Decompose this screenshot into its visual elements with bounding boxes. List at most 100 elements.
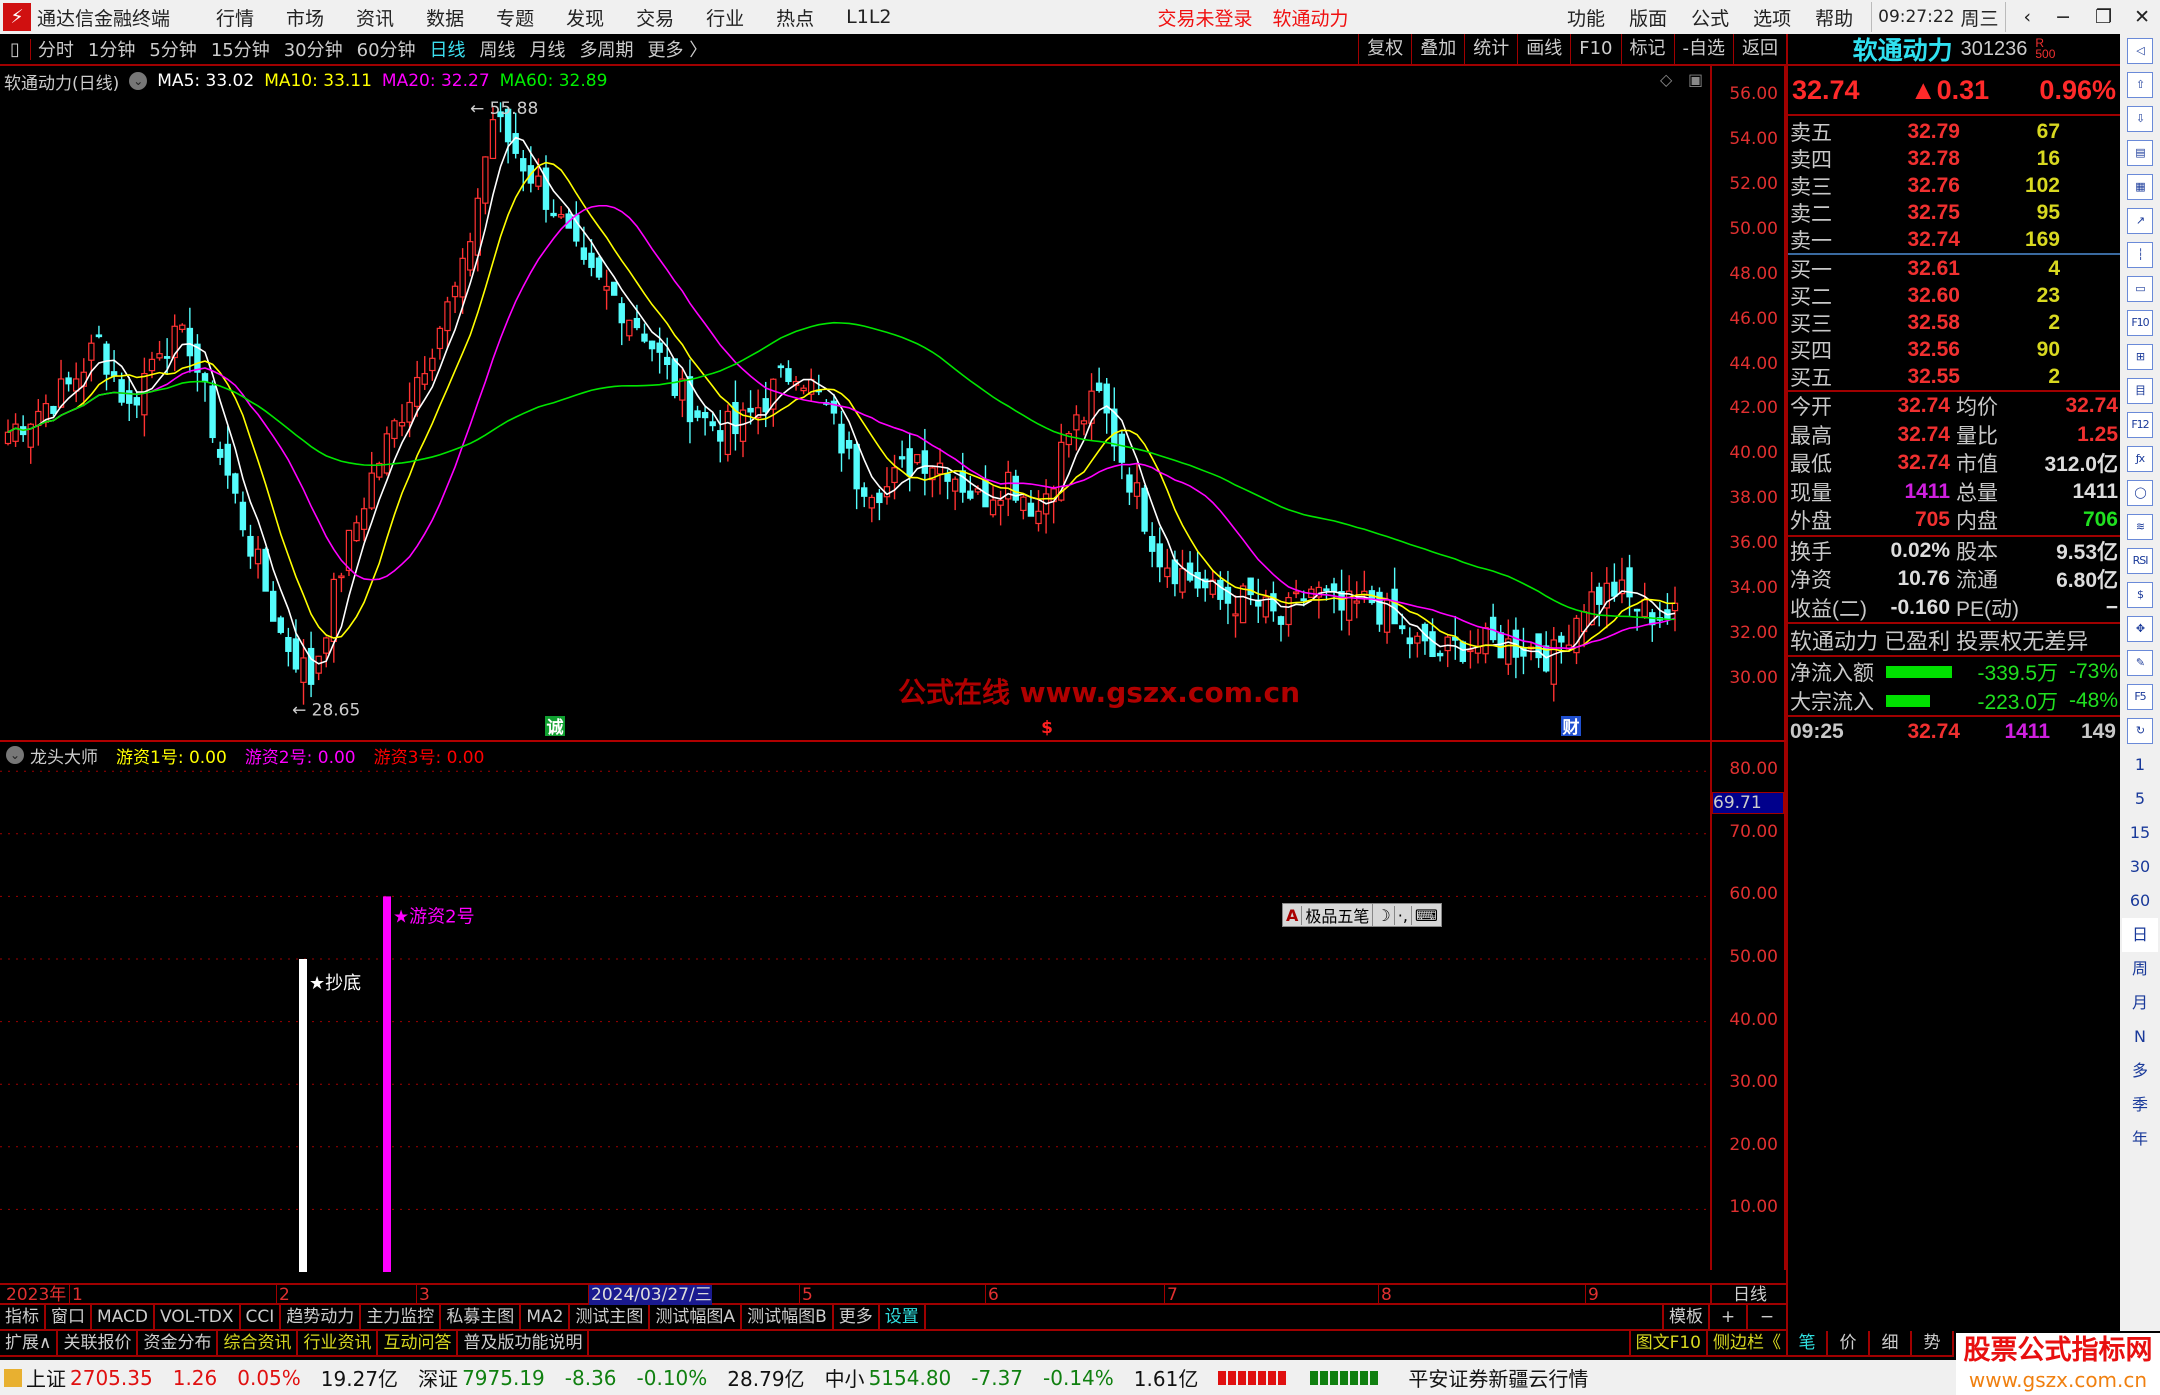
period-shortcut[interactable]: 月 [2131,993,2148,1012]
f5-icon[interactable]: F5 [2127,684,2153,710]
tab-window[interactable]: 窗口 [46,1305,92,1329]
candlestick-chart[interactable]: ← 55.88 ← 28.65 公式在线 www.gszx.com.cn 诚 $ 财 [0,66,1710,740]
period-tab-active[interactable]: 日线 [429,40,466,61]
period-shortcut[interactable]: 季 [2131,1095,2148,1114]
notes-icon[interactable]: 目 [2127,378,2153,404]
period-tab[interactable]: 60分钟 [356,40,416,61]
period-shortcut[interactable]: 15 [2129,823,2151,842]
back-icon[interactable]: ‹ [2023,6,2032,28]
down-icon[interactable]: ⇩ [2127,106,2153,132]
period-tab[interactable]: 周线 [479,40,516,61]
refresh-icon[interactable]: ↻ [2127,718,2153,744]
f12-icon[interactable]: F12 [2127,412,2153,438]
status-icon[interactable] [4,1368,22,1387]
tab-qa[interactable]: 互动问答 [378,1331,459,1355]
menu-function[interactable]: 功能 [1567,7,1606,30]
menu-item[interactable]: 行情 [216,7,255,30]
panel-toggle-icon[interactable]: ▯ [0,38,31,60]
tab-main-monitor[interactable]: 主力监控 [361,1305,442,1329]
tab-news[interactable]: 综合资讯 [218,1331,299,1355]
candlestick-icon[interactable]: ┆ [2127,242,2153,268]
menu-layout[interactable]: 版面 [1629,7,1668,30]
ime-name[interactable]: 极品五笔 [1302,903,1374,927]
period-shortcut[interactable]: 日 [2122,918,2158,952]
punctuation-icon[interactable]: ·, [1395,905,1412,925]
tab-macd[interactable]: MACD [92,1305,155,1329]
sz-name[interactable]: 深证 [418,1367,459,1391]
move-icon[interactable]: ✥ [2127,616,2153,642]
period-shortcut[interactable]: 多 [2131,1061,2148,1080]
tab-cci[interactable]: CCI [241,1305,282,1329]
wave-icon[interactable]: ≋ [2127,514,2153,540]
tab-trend[interactable]: 趋势动力 [281,1305,362,1329]
tab-detail[interactable]: 细 [1870,1331,1912,1355]
money-icon[interactable]: $ [2127,582,2153,608]
pencil-icon[interactable]: ✎ [2127,650,2153,676]
tab-ma2[interactable]: MA2 [521,1305,571,1329]
tab-test-a[interactable]: 测试幅图A [650,1305,743,1329]
circle-icon[interactable]: ◯ [2127,480,2153,506]
rsi-icon[interactable]: RSI [2127,548,2153,574]
add-button[interactable]: + [1710,1305,1748,1329]
ime-mode-icon[interactable]: A [1283,905,1303,925]
close-icon[interactable]: ✕ [2134,6,2150,28]
minimize-icon[interactable]: − [2055,6,2072,28]
menu-item[interactable]: 行业 [706,7,745,30]
indicator-chart[interactable]: ★抄底 ★游资2号 [0,742,1710,1283]
keyboard-icon[interactable]: ⌨ [1414,905,1439,925]
tab-settings[interactable]: 设置 [880,1305,926,1329]
period-more[interactable]: 更多 〉 [647,40,708,61]
menu-options[interactable]: 选项 [1753,7,1792,30]
sidebar-toggle[interactable]: 侧边栏《 [1713,1333,1781,1353]
window-icon[interactable]: ▭ [2127,276,2153,302]
f10-icon[interactable]: F10 [2127,310,2153,336]
server-name[interactable]: 平安证券新疆云行情 [1408,1367,1589,1391]
diamond-icon[interactable]: ◇ [1660,70,1673,89]
report-icon[interactable]: ▤ [2127,140,2153,166]
period-tab[interactable]: 月线 [529,40,566,61]
tab-test-b[interactable]: 测试幅图B [742,1305,834,1329]
menu-item[interactable]: 市场 [286,7,325,30]
draw-button[interactable]: 画线 [1517,34,1570,64]
tab-expand[interactable]: 扩展∧ [0,1331,59,1355]
period-tab[interactable]: 多周期 [579,40,634,61]
tab-industry-news[interactable]: 行业资讯 [298,1331,379,1355]
tab-price[interactable]: 价 [1828,1331,1870,1355]
period-shortcut[interactable]: 5 [2134,789,2146,808]
f10-graphic-button[interactable]: 图文F10 [1628,1331,1708,1355]
tab-help[interactable]: 普及版功能说明 [458,1331,590,1355]
period-shortcut[interactable]: 30 [2129,857,2151,876]
period-tab[interactable]: 5分钟 [149,40,197,61]
stats-button[interactable]: 统计 [1464,34,1517,64]
menu-help[interactable]: 帮助 [1815,7,1854,30]
period-shortcut[interactable]: 60 [2129,891,2151,910]
back-icon[interactable]: ◁ [2127,38,2153,64]
tab-indicator[interactable]: 指标 [0,1305,46,1329]
period-tab[interactable]: 15分钟 [210,40,270,61]
tab-trend[interactable]: 势 [1912,1331,1954,1355]
tab-test-main[interactable]: 测试主图 [570,1305,651,1329]
moon-icon[interactable]: ☽ [1373,905,1395,925]
formula-icon[interactable]: ƒx [2127,446,2153,472]
window-toggle-icon[interactable]: ▣ [1688,70,1704,89]
tree-icon[interactable]: ⊞ [2127,344,2153,370]
tab-private-main[interactable]: 私募主图 [441,1305,522,1329]
f10-button[interactable]: F10 [1570,34,1620,64]
watchlist-button[interactable]: -自选 [1673,34,1734,64]
ime-toolbar[interactable]: A 极品五笔 ☽ ·, ⌨ [1282,903,1443,927]
return-button[interactable]: 返回 [1733,34,1786,64]
menu-item[interactable]: 发现 [566,7,605,30]
period-tab[interactable]: 分时 [37,40,74,61]
period-tab[interactable]: 30分钟 [283,40,343,61]
menu-item[interactable]: 资讯 [356,7,395,30]
menu-item[interactable]: 数据 [426,7,465,30]
tab-related-quotes[interactable]: 关联报价 [58,1331,139,1355]
login-status[interactable]: 交易未登录 [1157,7,1253,30]
overlay-button[interactable]: 叠加 [1411,34,1464,64]
tab-vol-tdx[interactable]: VOL-TDX [155,1305,241,1329]
menu-item[interactable]: 交易 [636,7,675,30]
period-shortcut[interactable]: 1 [2134,755,2146,774]
template-button[interactable]: 模板 [1662,1305,1710,1329]
grid-icon[interactable]: ▦ [2127,174,2153,200]
adjust-button[interactable]: 复权 [1358,34,1411,64]
